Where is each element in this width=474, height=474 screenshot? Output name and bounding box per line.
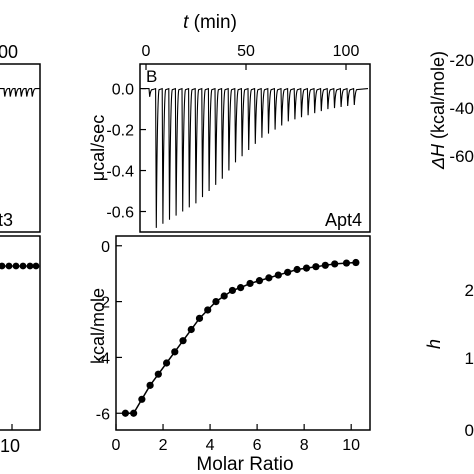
time-axis-ticks: 0 50 100 — [142, 43, 360, 70]
isotherm-data-point — [130, 409, 138, 417]
isotherm-data-point — [331, 260, 339, 268]
isotherm-data-point — [342, 259, 351, 267]
right-panel-fragment: ΔH (kcal/mole) -20 -40 -60 h 2 1 0 — [424, 51, 474, 440]
isotherm-x-tick-label: 8 — [300, 437, 309, 454]
isotherm-data-point — [179, 337, 187, 345]
isotherm-y-tick-label: -4 — [96, 350, 110, 367]
isotherm-data-point — [274, 271, 282, 279]
isotherm-data-point — [255, 277, 264, 285]
left-thermogram-frame — [0, 63, 41, 233]
isotherm-data-point — [154, 370, 162, 378]
thermogram-ylabel: μcal/sec — [88, 115, 108, 181]
isotherm-data-point — [220, 292, 228, 300]
thermogram-y-ticks: 0.0 -0.2 -0.4 -0.6 — [106, 82, 146, 222]
isotherm-data-point — [138, 395, 146, 403]
isotherm-data-point — [212, 297, 220, 306]
isotherm-data-point — [321, 261, 329, 269]
isotherm-y-tick-label: 0 — [101, 239, 110, 256]
isotherm-x-tick-label: 0 — [112, 437, 121, 454]
right-tick-frag-b: 1 — [465, 349, 474, 368]
right-dh-ylabel: ΔH (kcal/mole) — [428, 51, 448, 170]
thermogram-y-tick-label: -0.2 — [106, 123, 134, 140]
thermogram-y-tick-label: -0.6 — [106, 205, 134, 222]
apt4-label: Apt4 — [325, 210, 362, 230]
isotherm-data-point — [195, 314, 204, 322]
isotherm-data-point — [293, 265, 301, 274]
thermogram-trace — [142, 87, 369, 228]
isotherm-x-tick-label: 2 — [159, 437, 168, 454]
right-tick-frag-a: 2 — [465, 281, 474, 300]
time-tick-label: 0 — [142, 43, 151, 60]
isotherm-points — [121, 258, 360, 417]
left-binding-frame — [0, 235, 41, 431]
right-tick-frag-c: 0 — [465, 421, 474, 440]
isotherm-data-point — [121, 409, 130, 417]
left-thermogram-trace — [0, 87, 40, 97]
left-binding-points — [0, 262, 40, 270]
panel-letter: B — [146, 67, 157, 86]
isotherm-data-point — [204, 306, 212, 314]
isotherm-y-ticks: 0 -2 -4 -6 — [96, 239, 122, 423]
isotherm-data-point — [352, 258, 360, 267]
isotherm-x-tick-label: 10 — [342, 437, 360, 454]
thermogram-y-tick-label: 0.0 — [112, 82, 134, 99]
time-axis-label-var: t — [183, 12, 189, 33]
thermogram-y-tick-label: -0.4 — [106, 164, 134, 181]
right-tick-label-3: -60 — [449, 147, 474, 166]
right-tick-label-1: -20 — [449, 51, 474, 70]
isotherm-y-tick-label: -6 — [96, 406, 110, 423]
panel-b-thermogram: t (min) 0 50 100 B 0.0 -0.2 -0.4 -0.6 μcal/se… — [88, 12, 371, 233]
left-panel-fragment: 00 t3 10 — [0, 42, 41, 456]
isotherm-data-point — [146, 381, 154, 389]
time-tick-label: 50 — [237, 43, 255, 60]
isotherm-data-point — [302, 264, 311, 272]
left-bottom-tick-label: 10 — [0, 436, 20, 456]
isotherm-xlabel: Molar Ratio — [196, 454, 293, 474]
isotherm-ylabel: kcal/mole — [88, 288, 108, 364]
isotherm-data-point — [187, 325, 195, 334]
isotherm-data-point — [312, 263, 320, 271]
time-tick-label: 100 — [333, 43, 360, 60]
right-tick-label-2: -40 — [449, 99, 474, 118]
isotherm-data-point — [162, 359, 171, 367]
right-h-label: h — [424, 339, 444, 349]
isotherm-x-ticks: 0 2 4 6 8 10 — [112, 424, 360, 454]
thermogram-frame — [139, 63, 371, 233]
isotherm-data-point — [171, 348, 179, 356]
panel-b-isotherm: 0 -2 -4 -6 0 2 4 6 8 10 kcal/mole Molar Ratio — [88, 235, 371, 474]
left-top-tick-label: 00 — [0, 42, 18, 62]
isotherm-frame — [115, 235, 371, 431]
isotherm-data-point — [246, 279, 254, 288]
isotherm-x-tick-label: 4 — [206, 437, 215, 454]
isotherm-data-point — [228, 286, 237, 295]
isotherm-data-point — [265, 274, 273, 282]
isotherm-y-tick-label: -2 — [96, 295, 110, 312]
isotherm-x-tick-label: 6 — [253, 437, 262, 454]
isotherm-data-point — [237, 284, 245, 292]
isotherm-data-point — [284, 268, 292, 276]
time-axis-label: t (min) — [183, 12, 237, 33]
left-apt-label: t3 — [0, 210, 13, 230]
